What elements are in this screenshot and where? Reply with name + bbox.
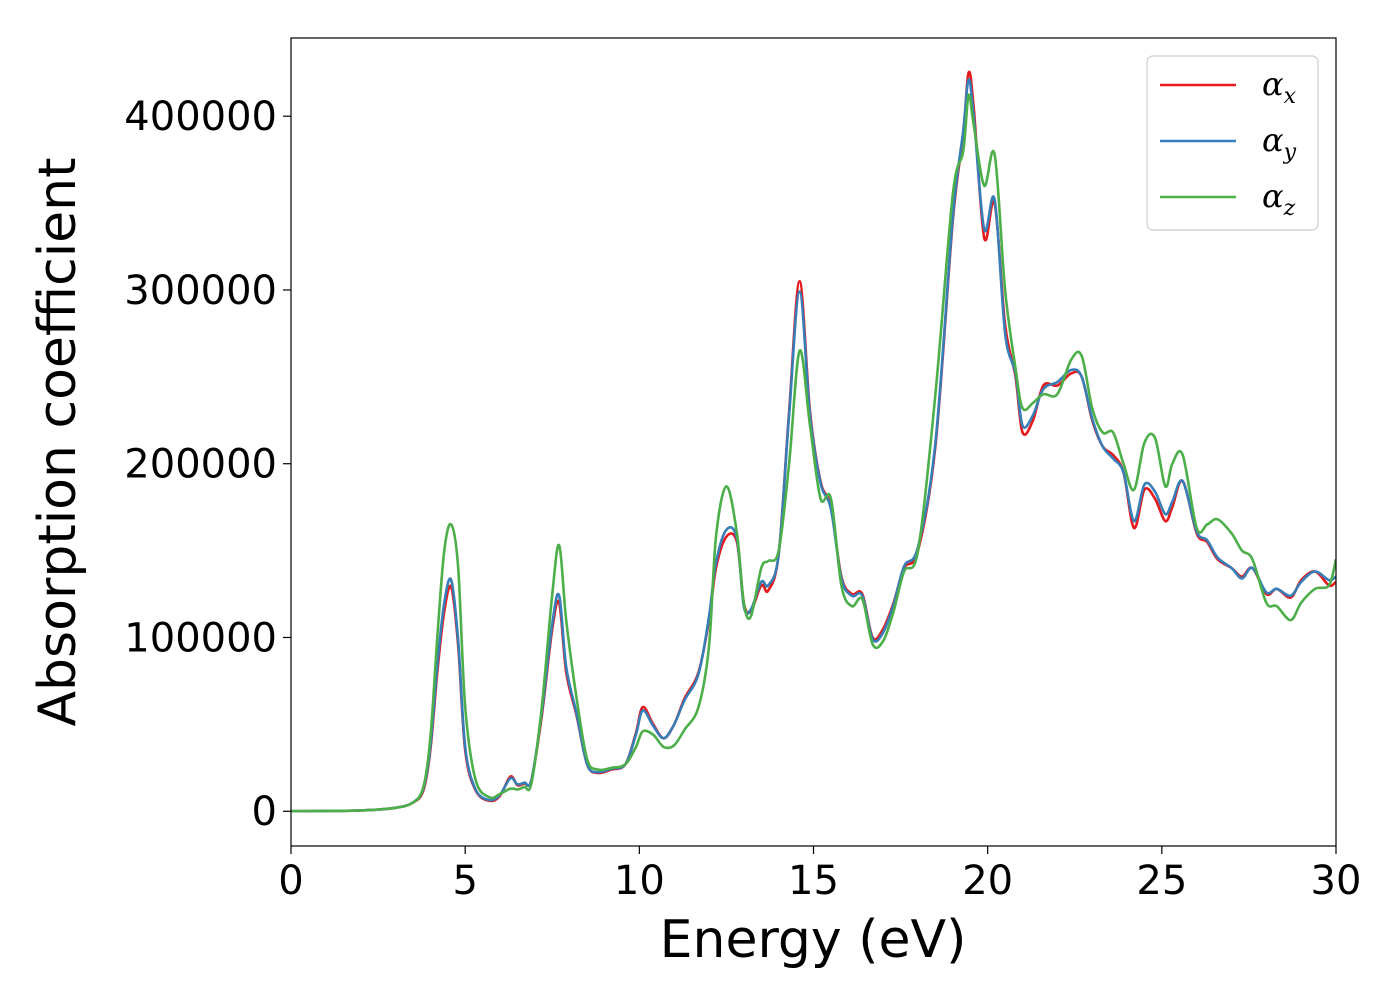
legend-box bbox=[1146, 55, 1319, 231]
y-tick-label: 100000 bbox=[124, 615, 277, 661]
x-axis-title: Energy (eV) bbox=[660, 910, 967, 970]
x-tick-label: 5 bbox=[452, 858, 477, 904]
y-tick-label: 0 bbox=[252, 789, 277, 835]
x-tick-label: 20 bbox=[962, 858, 1013, 904]
legend-label-z: αz bbox=[1262, 177, 1296, 221]
y-tick-label: 400000 bbox=[124, 94, 277, 140]
x-tick-label: 30 bbox=[1311, 858, 1362, 904]
legend-label-x: αx bbox=[1262, 65, 1297, 109]
x-tick-label: 15 bbox=[788, 858, 839, 904]
y-axis-title: Absorption coefficient bbox=[28, 157, 88, 726]
legend-label-y: αy bbox=[1262, 121, 1297, 165]
y-tick-label: 300000 bbox=[124, 268, 277, 314]
x-tick-label: 25 bbox=[1136, 858, 1187, 904]
x-tick-label: 0 bbox=[278, 858, 303, 904]
legend: αx αy αz bbox=[1146, 55, 1319, 231]
y-axis-ticks: 0 100000 200000 300000 400000 bbox=[124, 94, 291, 835]
series-line-z bbox=[291, 93, 1336, 813]
series-lines bbox=[291, 70, 1336, 813]
y-tick-label: 200000 bbox=[124, 442, 277, 488]
x-axis-ticks: 0 5 10 15 20 25 30 bbox=[278, 846, 1361, 904]
series-line-y bbox=[291, 78, 1336, 813]
x-tick-label: 10 bbox=[614, 858, 665, 904]
